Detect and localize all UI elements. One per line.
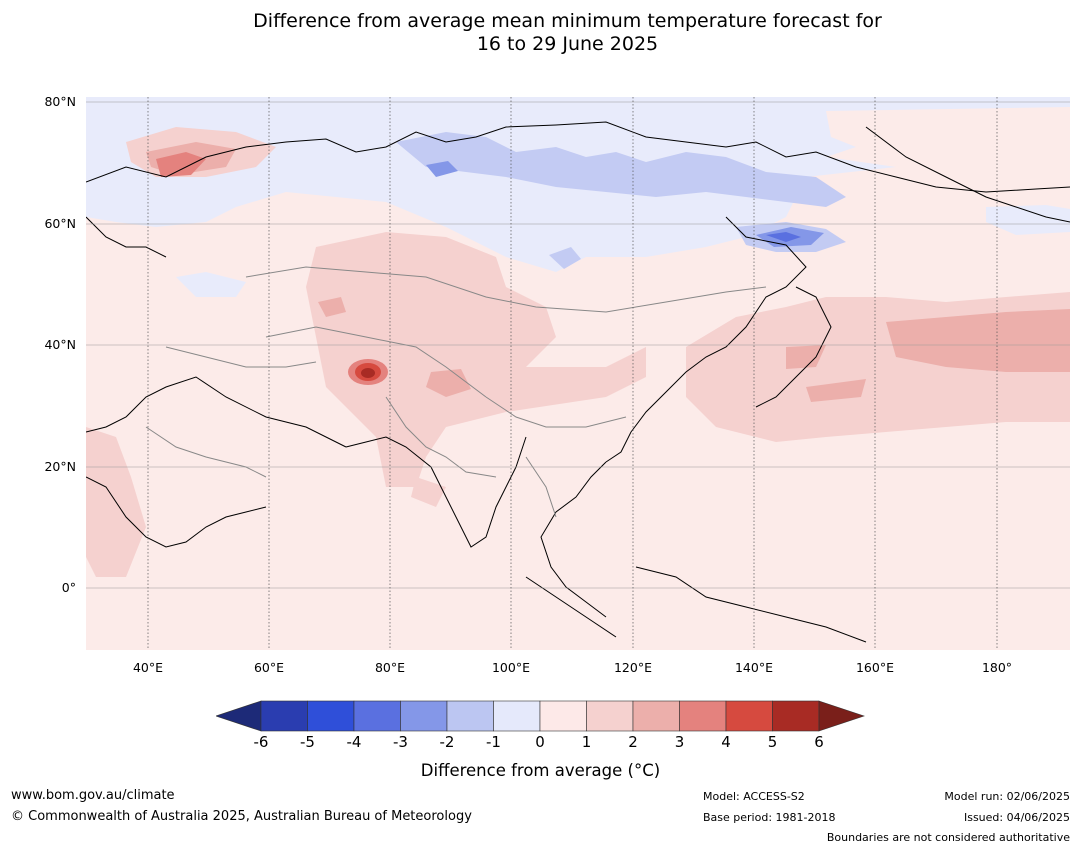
colorbar-tick-label: -6 (253, 733, 269, 751)
colorbar-tick-label: 3 (674, 733, 685, 751)
lon-label-80e: 80°E (374, 660, 406, 675)
colorbar (216, 700, 865, 732)
cold-patch-3 (766, 232, 801, 242)
lon-label-180: 180° (981, 660, 1013, 675)
colorbar-cell (260, 700, 308, 732)
cool-region-west (176, 272, 246, 297)
colorbar-tick-label: -5 (300, 733, 315, 751)
map-title: Difference from average mean minimum tem… (0, 10, 1081, 56)
lon-label-120e: 120°E (613, 660, 652, 675)
lat-label-60n: 60°N (44, 216, 76, 231)
very-hot-patch-scandinavia (156, 152, 206, 177)
colorbar-cell (493, 700, 541, 732)
cool-region-nw (86, 97, 426, 142)
website-link[interactable]: www.bom.gov.au/climate (11, 788, 175, 803)
colorbar-tick-label: 0 (535, 733, 545, 751)
longitude-gridlines (147, 97, 998, 650)
colorbar-cells (216, 700, 865, 732)
copyright-text: © Commonwealth of Australia 2025, Austra… (11, 809, 472, 824)
lon-label-140e: 140°E (734, 660, 773, 675)
colorbar-cell (725, 700, 773, 732)
issued-text: Issued: 04/06/2025 (963, 811, 1070, 824)
colorbar-tick-label: -4 (346, 733, 362, 751)
cool-patch-siberia (396, 132, 846, 207)
map-canvas (86, 97, 1070, 650)
colorbar-extend-low (216, 700, 262, 732)
hot-patch-pacific-2 (786, 345, 826, 369)
colorbar-tick-label: -1 (486, 733, 501, 751)
hot-patch-asia (318, 297, 346, 317)
lon-label-100e: 100°E (491, 660, 530, 675)
model-text: Model: ACCESS-S2 (703, 790, 805, 803)
disclaimer-text: Boundaries are not considered authoritat… (826, 831, 1070, 844)
colorbar-tick-label: -2 (439, 733, 455, 751)
title-line-1: Difference from average mean minimum tem… (253, 10, 882, 32)
lat-label-80n: 80°N (44, 94, 76, 109)
colorbar-tick-label: 2 (628, 733, 638, 751)
lon-label-160e: 160°E (855, 660, 894, 675)
colorbar-tick-label: 4 (721, 733, 731, 751)
colorbar-cell (679, 700, 727, 732)
cool-region-east (986, 205, 1070, 235)
colorbar-label: Difference from average (°C) (420, 761, 661, 780)
coastlines (86, 121, 1070, 643)
temperature-anomaly-map (86, 97, 1070, 650)
colorbar-extend-high (818, 700, 865, 732)
lat-label-0: 0° (61, 580, 76, 595)
colorbar-cell (539, 700, 587, 732)
colorbar-cell (307, 700, 355, 732)
lat-label-20n: 20°N (44, 459, 76, 474)
hot-patch-pacific (886, 309, 1070, 372)
lon-label-40e: 40°E (132, 660, 164, 675)
cold-patch-1 (426, 161, 458, 177)
colorbar-cell (353, 700, 401, 732)
colorbar-tick-label: 5 (767, 733, 778, 751)
cool-patch-mongolia (549, 247, 581, 269)
warm-region-india-east (411, 477, 446, 507)
colorbar-cell (632, 700, 680, 732)
latitude-gridlines (86, 101, 1070, 589)
hot-patch-pacific-3 (806, 379, 866, 402)
warm-region-central-asia (306, 232, 646, 487)
colorbar-cell (586, 700, 634, 732)
colorbar-tick-label: 1 (581, 733, 592, 751)
colorbar-cell (400, 700, 448, 732)
base-period-text: Base period: 1981-2018 (703, 811, 836, 824)
colorbar-cell (772, 700, 820, 732)
extreme-core-kashmir (361, 368, 375, 378)
model-run-text: Model run: 02/06/2025 (944, 790, 1070, 803)
colorbar-tick-label: -3 (393, 733, 408, 751)
lat-label-40n: 40°N (44, 337, 76, 352)
hot-patch-tibet (426, 369, 471, 397)
lon-label-60e: 60°E (253, 660, 285, 675)
colorbar-tick-label: 6 (814, 733, 824, 751)
colorbar-cell (446, 700, 494, 732)
title-line-2: 16 to 29 June 2025 (476, 33, 659, 55)
country-boundaries (145, 266, 767, 518)
